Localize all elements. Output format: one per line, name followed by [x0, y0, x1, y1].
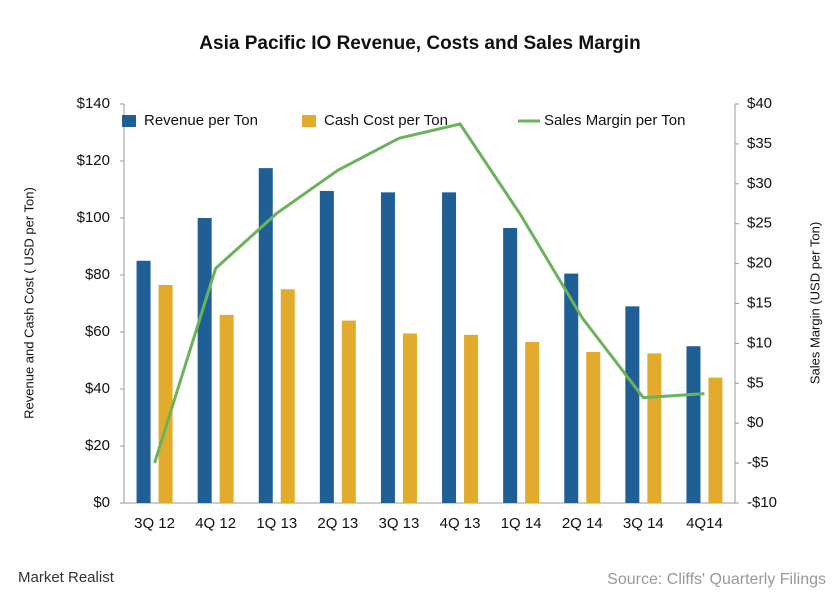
legend-swatch: [302, 115, 316, 127]
bar: [197, 218, 212, 503]
bar: [525, 341, 540, 503]
y2-tick-label: $0: [747, 414, 764, 431]
brand: Market Realist: [18, 569, 115, 586]
y2-tick-label: -$5: [747, 454, 769, 471]
y2-tick-label: $15: [747, 294, 772, 311]
y2-tick-label: $30: [747, 175, 772, 192]
y2-tick-label: $35: [747, 135, 772, 152]
x-tick-label: 2Q 13: [317, 515, 358, 532]
x-tick-label: 3Q 13: [379, 515, 420, 532]
x-tick-label: 4Q14: [686, 515, 723, 532]
y-tick-label: $80: [85, 266, 110, 283]
y-tick-label: $0: [93, 494, 110, 511]
y-axis-title: Revenue and Cash Cost ( USD per Ton): [21, 187, 36, 419]
y2-axis-title: Sales Margin (USD per Ton): [807, 222, 822, 384]
bar: [341, 320, 356, 503]
bar: [464, 334, 479, 503]
y2-tick-label: $25: [747, 215, 772, 232]
x-tick-label: 1Q 13: [256, 515, 297, 532]
legend-swatch: [122, 115, 136, 127]
bar: [136, 260, 151, 503]
bar: [586, 351, 601, 503]
y-tick-label: $40: [85, 380, 110, 397]
x-tick-label: 4Q 13: [440, 515, 481, 532]
x-tick-label: 3Q 12: [134, 515, 175, 532]
bar: [219, 314, 234, 503]
bar: [503, 227, 518, 503]
chart-title: Asia Pacific IO Revenue, Costs and Sales…: [199, 33, 640, 54]
bar: [686, 346, 701, 503]
y2-tick-label: $5: [747, 374, 764, 391]
legend-label: Sales Margin per Ton: [544, 112, 685, 129]
bar: [647, 353, 662, 503]
x-tick-label: 3Q 14: [623, 515, 664, 532]
bar: [258, 168, 273, 503]
y2-tick-label: $10: [747, 334, 772, 351]
x-tick-label: 2Q 14: [562, 515, 603, 532]
y-tick-label: $60: [85, 323, 110, 340]
source: Source: Cliffs' Quarterly Filings: [607, 571, 826, 588]
y-tick-label: $120: [77, 152, 110, 169]
bar: [158, 284, 173, 503]
bar: [625, 306, 640, 503]
y2-tick-label: -$10: [747, 494, 777, 511]
y2-tick-label: $40: [747, 95, 772, 112]
bar: [319, 190, 334, 504]
bar: [708, 377, 723, 503]
bar: [442, 192, 457, 503]
y-tick-label: $20: [85, 437, 110, 454]
bar: [402, 333, 417, 503]
bar: [380, 192, 395, 503]
bar: [564, 273, 579, 503]
bar: [280, 289, 295, 503]
legend-label: Cash Cost per Ton: [324, 112, 448, 129]
line: [153, 122, 705, 464]
y-tick-label: $100: [77, 209, 110, 226]
y-tick-label: $140: [77, 95, 110, 112]
x-tick-label: 1Q 14: [501, 515, 542, 532]
x-tick-label: 4Q 12: [195, 515, 236, 532]
y2-tick-label: $20: [747, 255, 772, 272]
legend-label: Revenue per Ton: [144, 112, 258, 129]
